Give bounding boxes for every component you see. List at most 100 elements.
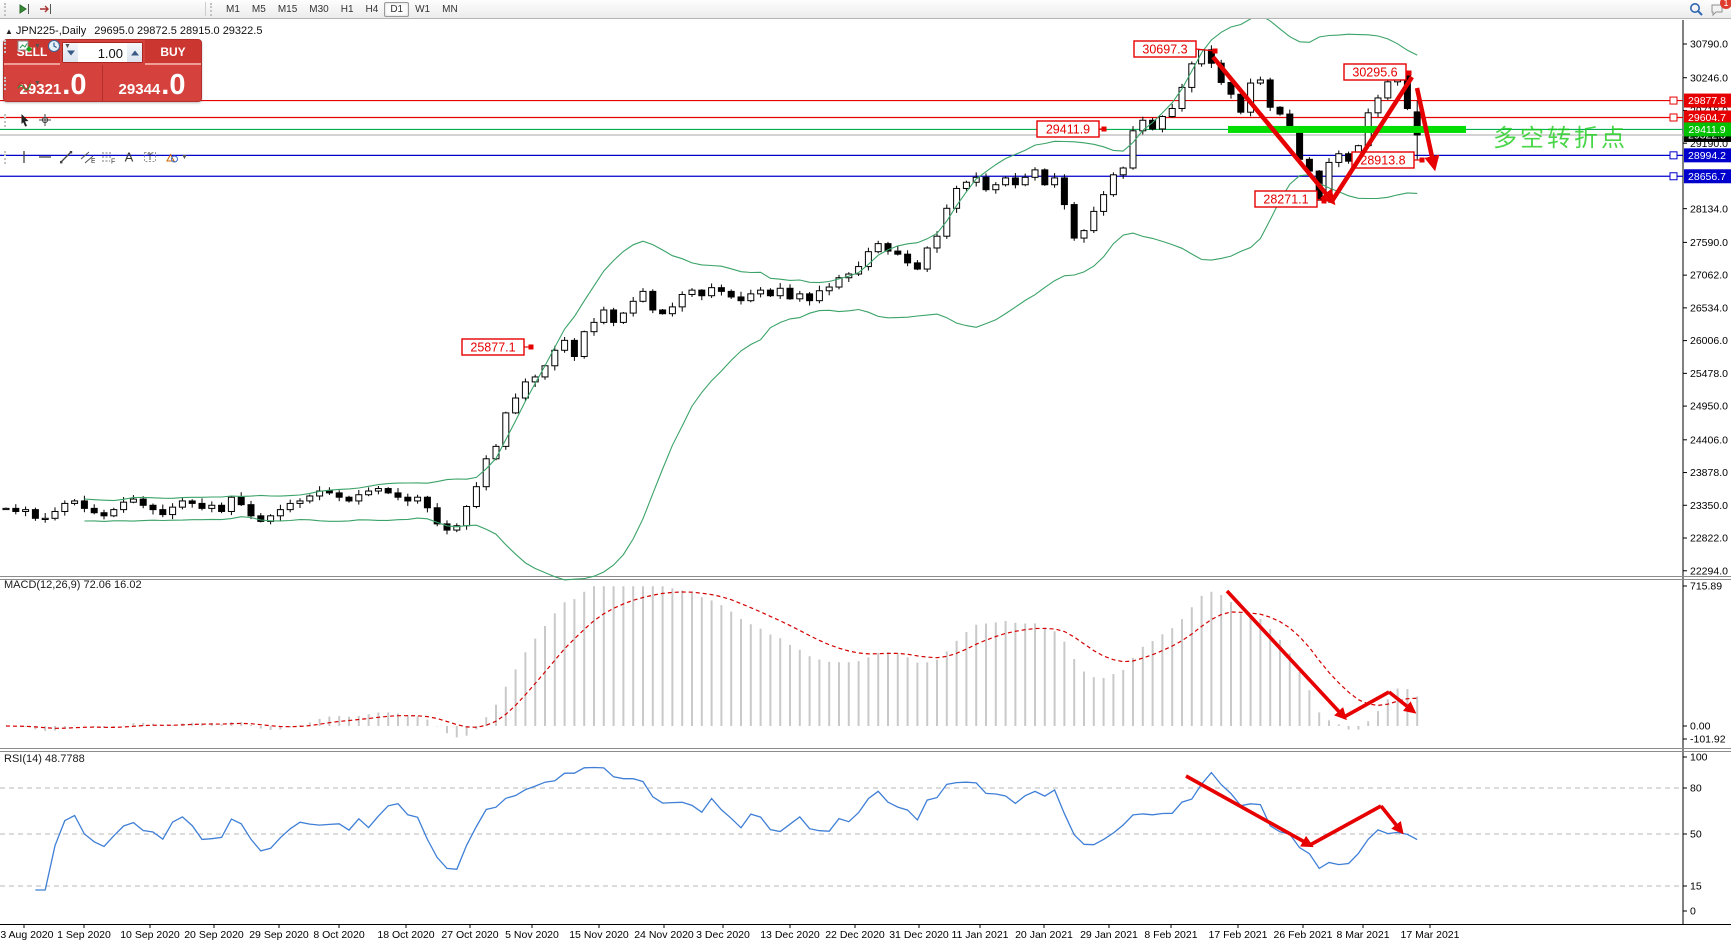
shapes-icon[interactable]: ▼ xyxy=(161,148,191,167)
price-label-box xyxy=(1343,63,1407,81)
green-pivot-band[interactable] xyxy=(1228,125,1466,133)
svg-text:13 Dec 2020: 13 Dec 2020 xyxy=(760,929,820,941)
price-axis[interactable]: 30790.030246.029718.029190.028134.027590… xyxy=(1683,39,1728,578)
timeframe-M15-button[interactable]: M15 xyxy=(277,3,298,15)
svg-text:29 Jan 2021: 29 Jan 2021 xyxy=(1080,929,1138,941)
macd-signal-line xyxy=(5,591,1418,729)
text-icon[interactable]: A xyxy=(119,148,140,167)
equidistant-channel-icon[interactable]: E xyxy=(77,148,98,167)
svg-text:15: 15 xyxy=(1690,881,1702,893)
price-label-annotations[interactable]: 30697.3 30295.6 28913.8 28271.1 29411.9 25877… xyxy=(461,40,1425,356)
svg-text:22294.0: 22294.0 xyxy=(1690,565,1728,577)
svg-text:25478.0: 25478.0 xyxy=(1690,368,1728,380)
volume-increase-button[interactable] xyxy=(127,43,142,62)
trend-arrows-main[interactable] xyxy=(1211,55,1440,206)
buy-price-main: 29344 xyxy=(118,81,161,98)
timeframe-MN-button[interactable]: MN xyxy=(442,3,458,15)
auto-scroll-icon[interactable] xyxy=(14,0,35,19)
crosshair-icon[interactable] xyxy=(35,111,56,130)
toolbar-grip[interactable] xyxy=(4,39,11,53)
svg-text:11 Jan 2021: 11 Jan 2021 xyxy=(951,929,1008,941)
time-axis[interactable]: 23 Aug 2020 1 Sep 2020 10 Sep 2020 20 Sep 2… xyxy=(0,924,1460,941)
svg-text:26534.0: 26534.0 xyxy=(1690,302,1728,314)
toolbar-group xyxy=(3,0,202,19)
timeframe-H4-button[interactable]: H4 xyxy=(365,3,379,15)
macd-axis: 715.89 0.00-101.92 xyxy=(1683,581,1726,746)
svg-text:17 Mar 2021: 17 Mar 2021 xyxy=(1401,929,1460,941)
svg-text:10 Sep 2020: 10 Sep 2020 xyxy=(120,929,180,941)
svg-text:24950.0: 24950.0 xyxy=(1690,401,1728,413)
svg-text:23878.0: 23878.0 xyxy=(1690,467,1728,479)
chart-shift-icon[interactable] xyxy=(35,0,56,19)
cursor-icon[interactable] xyxy=(14,111,35,130)
hline-handle xyxy=(1669,96,1678,105)
price-label-box xyxy=(1351,151,1415,169)
timeframe-M5-button[interactable]: M5 xyxy=(251,3,266,15)
search-icon[interactable] xyxy=(1686,0,1707,19)
notifications-icon[interactable]: 1 xyxy=(1707,0,1731,19)
toolbar-group: ▼ ▼ xyxy=(3,37,202,56)
svg-text:30697.3: 30697.3 xyxy=(1142,43,1187,57)
bollinger-bands xyxy=(84,14,1418,581)
toolbar-group: ▼ xyxy=(3,74,202,93)
price-badges: 29322.529877.829604.729411.928994.228656… xyxy=(1684,93,1731,184)
svg-text:50: 50 xyxy=(1690,829,1702,841)
svg-text:715.89: 715.89 xyxy=(1690,581,1722,593)
hline-handle xyxy=(1669,113,1678,122)
svg-text:26 Feb 2021: 26 Feb 2021 xyxy=(1274,929,1333,941)
triangle-down-icon xyxy=(66,50,75,55)
trendline-icon[interactable] xyxy=(56,148,77,167)
svg-text:8 Oct 2020: 8 Oct 2020 xyxy=(313,929,365,941)
svg-text:29411.9: 29411.9 xyxy=(1046,123,1090,137)
svg-text:80: 80 xyxy=(1690,783,1702,795)
svg-text:27590.0: 27590.0 xyxy=(1690,237,1728,249)
svg-text:15 Nov 2020: 15 Nov 2020 xyxy=(569,929,629,941)
svg-text:0: 0 xyxy=(1690,906,1696,918)
svg-text:30246.0: 30246.0 xyxy=(1690,72,1728,84)
trend-arrows-macd[interactable] xyxy=(1225,589,1417,721)
toolbar-grip[interactable] xyxy=(4,76,11,90)
svg-text:0.00: 0.00 xyxy=(1690,721,1711,733)
toolbar-grip[interactable] xyxy=(4,113,11,127)
svg-text:20 Jan 2021: 20 Jan 2021 xyxy=(1015,929,1073,941)
chart-expander-icon[interactable]: ▲ xyxy=(5,27,13,36)
timeframe-M1-button[interactable]: M1 xyxy=(226,3,240,15)
vertical-line-icon[interactable] xyxy=(14,148,35,167)
rsi-levels xyxy=(0,787,1683,887)
profiles-icon[interactable]: ▼ xyxy=(44,37,74,56)
svg-text:17 Feb 2021: 17 Feb 2021 xyxy=(1209,929,1268,941)
svg-text:25877.1: 25877.1 xyxy=(470,341,515,355)
timeframe-W1-button[interactable]: W1 xyxy=(415,3,431,15)
candlesticks xyxy=(2,45,1421,535)
svg-text:28271.1: 28271.1 xyxy=(1263,193,1308,207)
horizontal-line-objects[interactable] xyxy=(0,96,1683,181)
svg-text:23 Aug 2020: 23 Aug 2020 xyxy=(0,929,54,941)
trend-arrows-rsi[interactable] xyxy=(1185,774,1404,848)
pivot-note-text[interactable]: 多空转折点 xyxy=(1493,125,1628,152)
svg-text:27 Oct 2020: 27 Oct 2020 xyxy=(441,929,498,941)
fibonacci-icon[interactable]: F xyxy=(98,148,119,167)
svg-text:31 Dec 2020: 31 Dec 2020 xyxy=(889,929,949,941)
toolbar-grip[interactable] xyxy=(210,2,217,16)
indicators-icon[interactable]: ▼ xyxy=(14,74,44,93)
svg-text:29877.8: 29877.8 xyxy=(1688,95,1726,107)
buy-button[interactable]: BUY xyxy=(145,40,201,65)
toolbar-grip[interactable] xyxy=(4,150,11,164)
buy-price[interactable]: 29344.0 xyxy=(103,65,201,101)
timeframe-D1-button[interactable]: D1 xyxy=(384,1,410,17)
toolbar-separator xyxy=(205,2,206,16)
text-label-icon[interactable]: T xyxy=(140,148,161,167)
timeframe-M30-button[interactable]: M30 xyxy=(309,3,329,15)
svg-text:A: A xyxy=(125,150,134,165)
volume-input[interactable]: 1.00 xyxy=(97,46,123,61)
new-chart-icon[interactable]: ▼ xyxy=(14,37,44,56)
horizontal-line-icon[interactable] xyxy=(35,148,56,167)
svg-text:29411.9: 29411.9 xyxy=(1688,124,1725,136)
toolbar-grip[interactable] xyxy=(4,2,11,16)
price-label-box xyxy=(1254,190,1318,208)
price-label-box xyxy=(1133,40,1197,58)
timeframe-H1-button[interactable]: H1 xyxy=(340,3,354,15)
svg-text:30790.0: 30790.0 xyxy=(1690,39,1728,51)
volume-decrease-button[interactable] xyxy=(63,43,78,62)
